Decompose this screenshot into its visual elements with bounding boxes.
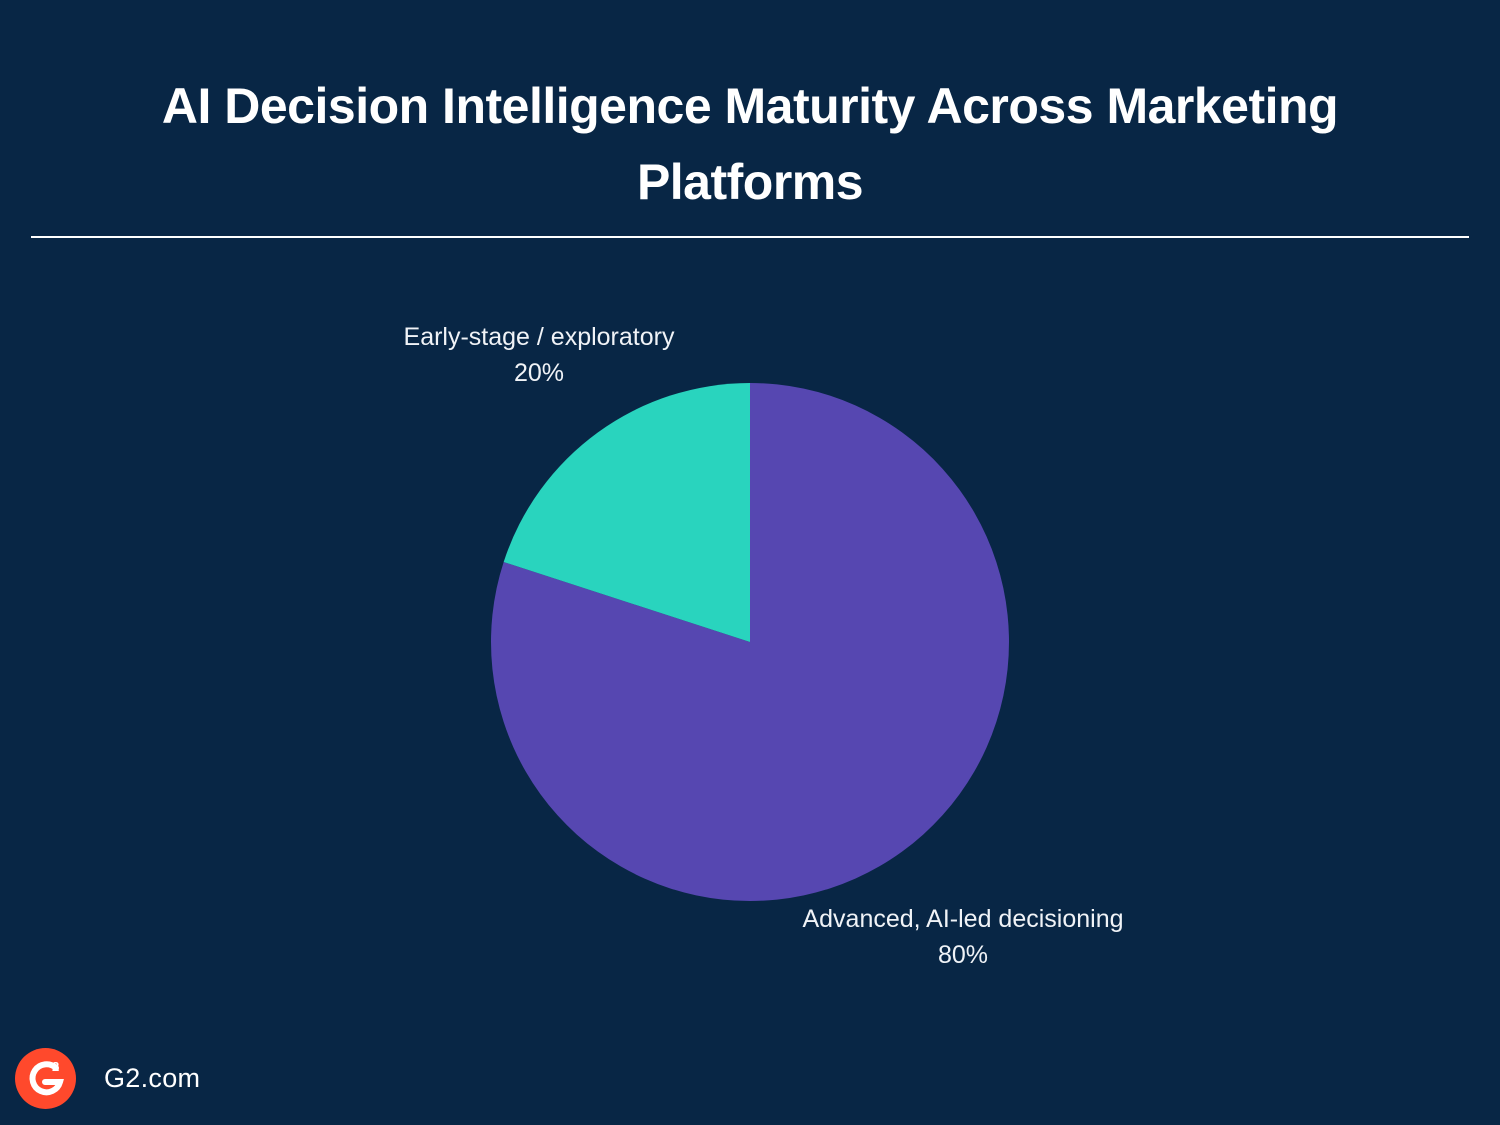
- title-divider: [31, 236, 1469, 238]
- slice-label: Early-stage / exploratory: [404, 323, 675, 351]
- slice-label: Advanced, AI-led decisioning: [802, 905, 1123, 933]
- slice-value-label: 20%: [514, 359, 564, 387]
- pie-slice-early-stage-exploratory: [503, 383, 750, 642]
- chart-title: AI Decision Intelligence Maturity Across…: [161, 78, 1339, 210]
- g2-logo-icon[interactable]: 2: [15, 1047, 76, 1109]
- pie-slices: [491, 383, 1010, 901]
- pie-labels: Advanced, AI-led decisioning 80% Early-sta…: [404, 323, 1124, 969]
- slice-value-label: 80%: [938, 941, 988, 969]
- footer: 2 G2.com: [15, 1047, 200, 1109]
- site-link[interactable]: G2.com: [104, 1062, 201, 1093]
- svg-text:2: 2: [52, 1059, 59, 1074]
